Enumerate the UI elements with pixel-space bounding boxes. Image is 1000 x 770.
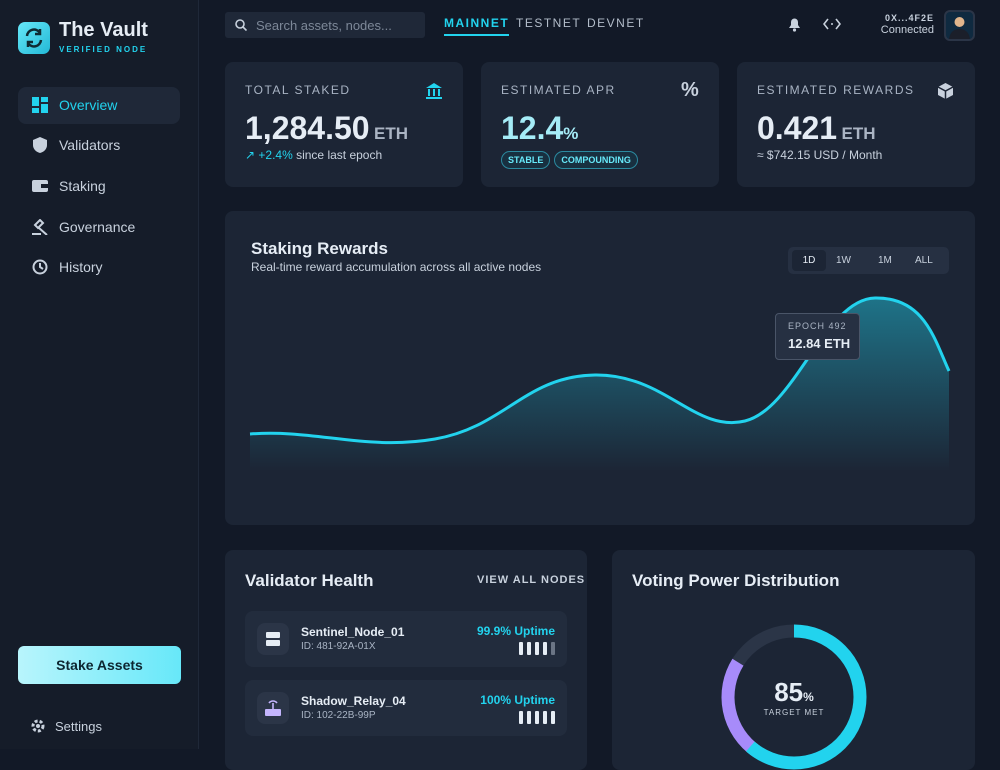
stat-unit: ETH (374, 124, 409, 143)
avatar[interactable] (944, 10, 975, 41)
stat-note: ≈ $742.15 USD / Month (757, 148, 883, 162)
rewards-curve (249, 296, 951, 471)
stat-label: ESTIMATED REWARDS (757, 83, 915, 97)
account-address: 0X...4F2E (884, 13, 934, 23)
nav-item[interactable]: History (18, 249, 180, 286)
nav-label: Staking (59, 178, 106, 194)
voting-card: Voting Power Distribution 85% TARGET MET (612, 550, 975, 770)
voting-value: 85 (774, 677, 804, 707)
stat-value: 0.421 (757, 110, 838, 146)
card-title: Staking Rewards (251, 239, 388, 258)
stat-label: ESTIMATED APR (501, 83, 616, 97)
tooltip: EPOCH 492 12.84 ETH (775, 313, 860, 360)
node-name: Shadow_Relay_04 (301, 694, 406, 708)
voting-unit: % (803, 690, 814, 704)
stat-change: +2.4% (258, 148, 293, 162)
brand-name: The Vault (59, 19, 148, 41)
settings-icon (31, 719, 45, 733)
stat-label: TOTAL STAKED (245, 83, 351, 97)
node-row[interactable]: Sentinel_Node_01 ID: 481-92A-01X 99.9% U… (245, 611, 567, 667)
stat-note: since last epoch (296, 148, 383, 162)
stat-unit: % (563, 124, 579, 143)
card-subtitle: Real-time reward accumulation across all… (251, 260, 542, 274)
nav-item[interactable]: Validators (18, 127, 180, 164)
range-button[interactable]: 1M (878, 255, 892, 266)
search-box[interactable]: Search assets, nodes... (225, 12, 425, 38)
stat-card: ESTIMATED REWARDS 0.421 ETH ≈ $742.15 US… (737, 62, 975, 187)
nav-item[interactable]: Overview (18, 87, 180, 124)
node-id: ID: 102-22B-99P (301, 710, 376, 721)
tooltip-value: 12.84 ETH (788, 336, 851, 351)
bell-icon[interactable] (787, 16, 802, 32)
network-tab[interactable]: TESTNET (516, 16, 582, 30)
stat-card: ESTIMATED APR % 12.4% STABLE COMPOUNDING (481, 62, 719, 187)
stat-value: 1,284.50 (245, 110, 370, 146)
card-title: Voting Power Distribution (632, 571, 840, 590)
nav-label: Governance (59, 219, 136, 235)
account-status: Connected (880, 24, 934, 36)
validator-card: Validator Health VIEW ALL NODES Sentinel… (225, 550, 587, 770)
range-button[interactable]: 1W (836, 255, 851, 266)
stat-card: TOTAL STAKED 1,284.50 ETH ↗ +2.4% since … (225, 62, 463, 187)
search-placeholder: Search assets, nodes... (256, 18, 392, 33)
page: The Vault VERIFIED NODE Overview Validat… (0, 0, 975, 770)
node-row[interactable]: Shadow_Relay_04 ID: 102-22B-99P 100% Upt… (245, 680, 567, 736)
voting-caption: TARGET MET (763, 708, 825, 717)
node-id: ID: 481-92A-01X (301, 641, 376, 652)
range-button[interactable]: ALL (915, 255, 933, 266)
node-uptime: 99.9% Uptime (476, 624, 555, 638)
stat-unit: ETH (841, 124, 876, 143)
nav-item[interactable]: Governance (18, 209, 180, 246)
card-title: Validator Health (245, 571, 374, 590)
range-selector: 1D 1W 1M ALL (788, 247, 949, 274)
rewards-card: Staking Rewards Real-time reward accumul… (225, 211, 975, 525)
nav-label: Overview (59, 97, 118, 113)
nav-label: History (59, 259, 103, 275)
network-tab[interactable]: DEVNET (587, 16, 645, 30)
sidebar: The Vault VERIFIED NODE Overview Validat… (0, 0, 199, 749)
range-button[interactable]: 1D (792, 250, 826, 271)
stake-button[interactable]: Stake Assets (18, 646, 181, 684)
network-tab[interactable]: MAINNET (444, 16, 510, 36)
stat-value: 12.4 (501, 110, 564, 146)
logo (18, 22, 50, 54)
settings-link[interactable]: Settings (55, 719, 102, 734)
nav-label: Validators (59, 137, 121, 153)
nav-item[interactable]: Staking (18, 168, 180, 205)
node-name: Sentinel_Node_01 (301, 625, 405, 639)
tag: STABLE (501, 151, 551, 169)
tooltip-label: EPOCH 492 (788, 321, 847, 331)
tag: COMPOUNDING (554, 151, 638, 169)
node-uptime: 100% Uptime (480, 693, 555, 707)
code-icon[interactable] (823, 18, 841, 30)
view-all-link[interactable]: VIEW ALL NODES (477, 574, 586, 586)
brand-tagline: VERIFIED NODE (59, 45, 148, 54)
